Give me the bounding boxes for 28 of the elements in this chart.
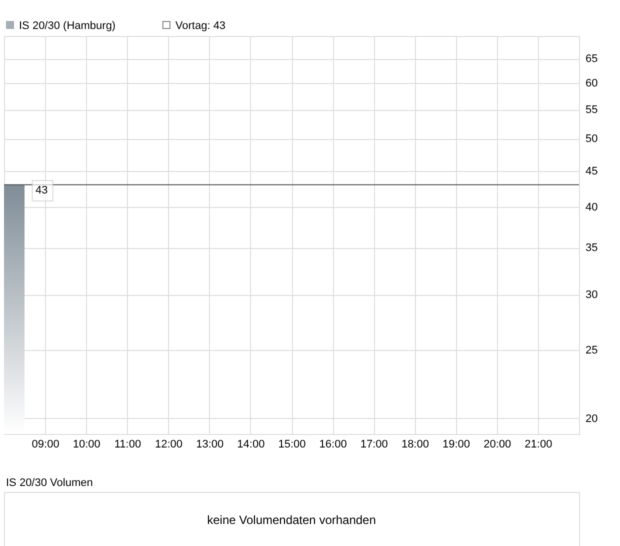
x-tick-label: 14:00 — [237, 438, 265, 450]
x-tick-label: 11:00 — [114, 438, 142, 450]
x-tick-label: 10:00 — [72, 438, 100, 450]
annotation: 43 — [36, 184, 48, 197]
x-tick-label: 19:00 — [442, 438, 470, 450]
y-tick-label: 25 — [586, 344, 598, 357]
y-tick-label: 35 — [586, 242, 598, 254]
y-tick-label: 40 — [586, 201, 598, 214]
text: IS 20/30 Volumen — [6, 477, 93, 489]
x-tick-label: 18:00 — [401, 438, 429, 450]
text: keine Volumendaten vorhanden — [207, 513, 376, 527]
x-tick-label: 17:00 — [360, 438, 388, 450]
x-tick-label: 21:00 — [524, 438, 552, 450]
y-tick-label: 45 — [586, 165, 598, 178]
x-tick-label: 16:00 — [319, 438, 347, 450]
x-tick-label: 12:00 — [155, 438, 183, 450]
y-tick-label: 65 — [586, 53, 598, 66]
x-tick-label: 20:00 — [484, 438, 512, 450]
y-tick-label: 55 — [586, 104, 598, 116]
x-tick-label: 15:00 — [278, 438, 306, 450]
legend-label: Vortag: 43 — [175, 20, 226, 32]
y-tick-label: 50 — [586, 133, 598, 146]
x-tick-label: 13:00 — [196, 438, 224, 450]
y-tick-label: 60 — [586, 78, 598, 90]
y-tick-label: 30 — [586, 289, 598, 302]
y-tick-label: 20 — [586, 412, 598, 425]
x-tick-label: 09:00 — [32, 438, 60, 450]
legend-label: IS 20/30 (Hamburg) — [19, 20, 116, 32]
